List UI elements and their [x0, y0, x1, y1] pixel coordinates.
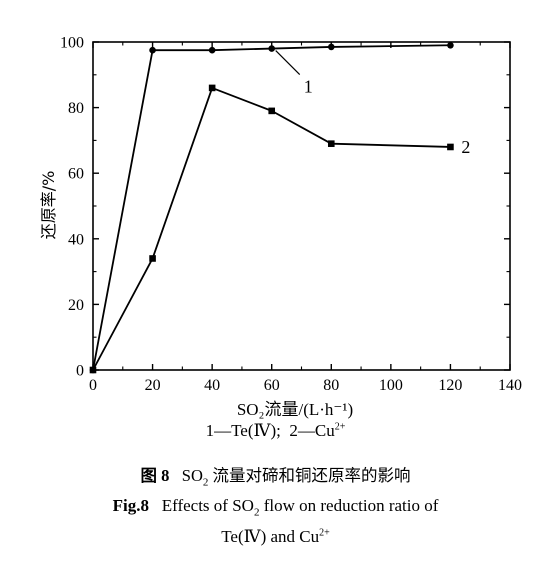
- chart-series: 12: [89, 41, 470, 374]
- y-tick-label: 40: [68, 231, 84, 248]
- caption-zh-sub: 2: [202, 476, 209, 489]
- series-1-point: [208, 46, 216, 54]
- caption-en-line2-sup: 2+: [319, 527, 330, 539]
- x-tick-label: 100: [379, 377, 403, 394]
- y-axis-ticks: 0 20 40 60 80 100: [60, 35, 510, 380]
- legend-series-1: 1—Te(Ⅳ);: [205, 421, 281, 440]
- plot-frame: [92, 41, 511, 371]
- series-2-point: [149, 255, 156, 262]
- y-tick-label: 80: [68, 100, 84, 117]
- figure-caption-en: Fig.8 Effects of SO2 flow on reduction r…: [0, 496, 551, 519]
- y-tick-label: 60: [68, 166, 84, 183]
- x-tick-label: 20: [145, 377, 161, 394]
- x-tick-label: 80: [323, 377, 339, 394]
- series-1-point: [327, 43, 335, 51]
- series-1-point: [268, 45, 276, 52]
- y-axis-label: 还原率/%: [39, 171, 58, 240]
- caption-en-pre: Effects of SO: [161, 496, 254, 515]
- series-2-point: [327, 140, 335, 147]
- legend-series-2-sup: 2+: [334, 421, 346, 433]
- x-tick-label: 40: [204, 377, 220, 394]
- y-tick-label: 20: [68, 297, 84, 314]
- y-tick-label: 100: [60, 35, 84, 52]
- caption-zh-pre: SO: [181, 466, 203, 485]
- chart-axes: [92, 41, 511, 371]
- series-2-label: 2: [461, 137, 470, 157]
- x-tick-label: 140: [498, 377, 522, 394]
- series-2-point: [447, 143, 454, 151]
- caption-en-sub: 2: [253, 506, 260, 519]
- caption-en-text: flow on reduction ratio of: [259, 496, 439, 515]
- series-1-leader-line: [275, 50, 301, 75]
- caption-zh-text: 流量对碲和铜还原率的影响: [208, 466, 411, 485]
- series-1-point: [447, 41, 454, 49]
- x-tick-label: 0: [89, 377, 97, 394]
- series-2-line: [92, 87, 451, 371]
- series-2-point: [268, 107, 276, 115]
- y-tick-label: 0: [76, 363, 84, 380]
- x-axis-label: SO₂流量/(L·h⁻¹): [237, 400, 353, 419]
- figure-label-zh: 图 8: [140, 466, 170, 485]
- x-tick-label: 60: [264, 377, 280, 394]
- figure-caption-en-line2: Te(Ⅳ) and Cu2+: [0, 527, 551, 547]
- series-1-point: [149, 46, 156, 54]
- x-tick-label: 120: [438, 377, 462, 394]
- series-2-point: [89, 366, 97, 374]
- series-1-label: 1: [304, 77, 313, 97]
- series-2-point: [208, 84, 216, 92]
- series-1-line: [92, 44, 451, 371]
- figure-caption-zh: 图 8 SO2 流量对碲和铜还原率的影响: [0, 462, 551, 489]
- figure-label-en: Fig.8: [112, 496, 149, 515]
- legend-series-2: 2—Cu: [289, 421, 335, 440]
- series-legend-caption: 1—Te(Ⅳ); 2—Cu2+: [0, 421, 551, 441]
- caption-en-line2-text: Te(Ⅳ) and Cu: [221, 527, 320, 546]
